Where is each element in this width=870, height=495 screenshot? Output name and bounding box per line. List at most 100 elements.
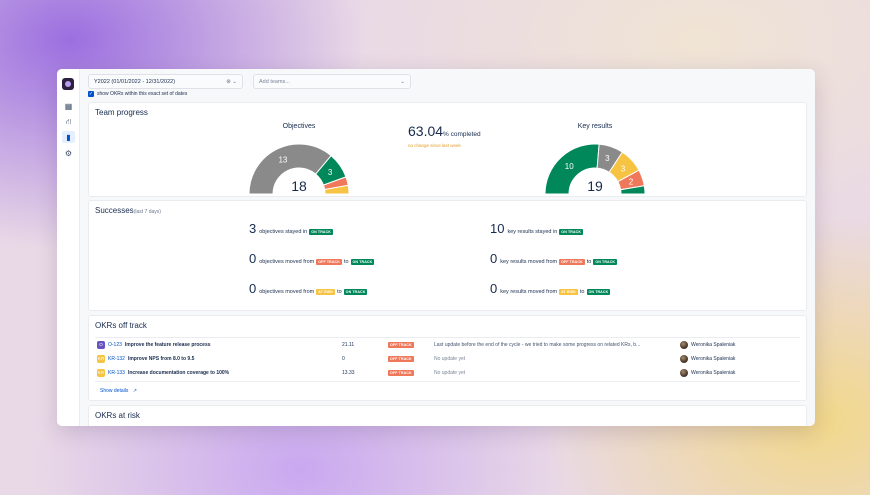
okr-key-link[interactable]: O-123 bbox=[108, 342, 122, 348]
okr-title[interactable]: Increase documentation coverage to 100% bbox=[127, 370, 230, 376]
sidebar-rail: ▦ ⛙ ▮ ⚙ bbox=[57, 69, 80, 426]
completion-percent: 63.04 bbox=[408, 123, 444, 139]
filter-bar: Y2022 (01/01/2022 - 12/31/2022) ⊗ ⌄ Add … bbox=[88, 74, 411, 90]
app-logo-icon[interactable] bbox=[62, 78, 74, 90]
table-row[interactable]: O O-123 Improve the feature release proc… bbox=[95, 338, 800, 352]
exact-dates-option[interactable]: ✓ show OKRs within this exact set of dat… bbox=[88, 91, 187, 97]
external-link-icon: ↗ bbox=[132, 388, 137, 394]
status-lozenge: AT RISK bbox=[559, 289, 578, 295]
okr-score: 0 bbox=[342, 356, 345, 362]
owner-name: Weronika Spaleniak bbox=[691, 370, 736, 376]
date-range-select[interactable]: Y2022 (01/01/2022 - 12/31/2022) ⊗ ⌄ bbox=[88, 74, 243, 89]
key-results-stat-text: key results moved from bbox=[500, 259, 558, 265]
status-lozenge: OFF TRACK bbox=[388, 355, 414, 362]
table-row[interactable]: KR KR-132 Improve NPS from 8.0 to 9.5 0 … bbox=[95, 352, 800, 366]
avatar bbox=[680, 341, 688, 349]
avatar bbox=[680, 355, 688, 363]
key-results-segment-label-1: 3 bbox=[605, 154, 610, 163]
okr-last-update: No update yet bbox=[434, 356, 466, 362]
show-details-link[interactable]: Show details ↗ bbox=[100, 388, 137, 394]
to-word: to bbox=[586, 259, 592, 265]
objectives-total: 18 bbox=[291, 178, 307, 194]
app-window: ▦ ⛙ ▮ ⚙ Y2022 (01/01/2022 - 12/31/2022) … bbox=[57, 69, 815, 426]
key-results-stat-1: 0 key results moved from OFF TRACK to ON TRA… bbox=[490, 251, 618, 266]
team-progress-title: Team progress bbox=[95, 108, 148, 117]
objectives-segment-label-0: 13 bbox=[278, 156, 287, 165]
objectives-stat-count: 3 bbox=[249, 221, 257, 236]
hierarchy-icon[interactable]: ⛙ bbox=[65, 117, 72, 126]
chart-icon[interactable]: ▮ bbox=[62, 131, 75, 143]
okrs-off-track-card: OKRs off track O O-123 Improve the featu… bbox=[88, 315, 807, 401]
key-results-segment-label-3: 2 bbox=[629, 178, 634, 187]
key-results-stat-0: 10 key results stayed in ON TRACK bbox=[490, 221, 584, 236]
team-progress-card: Team progress Objectives 13 3 18 63.04% co… bbox=[88, 102, 807, 197]
objectives-stat-count: 0 bbox=[249, 251, 257, 266]
status-lozenge: OFF TRACK bbox=[388, 341, 414, 348]
owner-name: Weronika Spaleniak bbox=[691, 342, 736, 348]
teams-select[interactable]: Add teams... ⌄ bbox=[253, 74, 411, 89]
okrs-off-track-title: OKRs off track bbox=[95, 321, 147, 330]
okr-owner: Weronika Spaleniak bbox=[680, 369, 735, 377]
okr-status: OFF TRACK bbox=[388, 369, 414, 376]
key-results-stat-2: 0 key results moved from AT RISK to ON TRACK bbox=[490, 281, 611, 296]
table-divider bbox=[95, 381, 800, 382]
successes-title: Successes(last 7 days) bbox=[95, 206, 161, 215]
objectives-gauge: 13 3 18 bbox=[248, 143, 350, 195]
key-result-icon: KR bbox=[97, 355, 105, 363]
okr-status: OFF TRACK bbox=[388, 355, 414, 362]
objectives-label: Objectives bbox=[282, 123, 316, 130]
okrs-at-risk-title: OKRs at risk bbox=[95, 411, 140, 420]
status-lozenge: ON TRACK bbox=[593, 259, 618, 265]
key-results-stat-text: key results stayed in bbox=[507, 229, 558, 235]
key-results-stat-text: key results moved from bbox=[500, 289, 558, 295]
status-lozenge: ON TRACK bbox=[309, 229, 333, 235]
status-lozenge: OFF TRACK bbox=[559, 259, 585, 265]
objectives-stat-text: objectives moved from bbox=[259, 289, 315, 295]
table-icon[interactable]: ▦ bbox=[64, 101, 73, 111]
to-word: to bbox=[343, 259, 349, 265]
to-word: to bbox=[579, 289, 585, 295]
status-lozenge: ON TRACK bbox=[586, 289, 611, 295]
key-results-segment-4 bbox=[620, 185, 646, 195]
key-result-icon: KR bbox=[97, 369, 105, 377]
gear-icon[interactable]: ⚙ bbox=[64, 148, 73, 158]
okrs-at-risk-card: OKRs at risk bbox=[88, 405, 807, 426]
key-results-stat-count: 0 bbox=[490, 281, 498, 296]
status-lozenge: OFF TRACK bbox=[388, 369, 414, 376]
avatar bbox=[680, 369, 688, 377]
change-note: no change since last week bbox=[408, 143, 461, 148]
key-results-stat-count: 10 bbox=[490, 221, 505, 236]
status-lozenge: ON TRACK bbox=[559, 229, 584, 235]
objectives-stat-text: objectives stayed in bbox=[259, 229, 308, 235]
owner-name: Weronika Spaleniak bbox=[691, 356, 736, 362]
exact-dates-checkbox[interactable]: ✓ bbox=[88, 91, 94, 97]
okr-score: 21.11 bbox=[342, 342, 355, 348]
okr-owner: Weronika Spaleniak bbox=[680, 341, 735, 349]
status-lozenge: ON TRACK bbox=[350, 259, 375, 265]
objective-icon: O bbox=[97, 341, 105, 349]
okr-last-update: Last update before the end of the cycle … bbox=[434, 342, 641, 348]
okr-key-link[interactable]: KR-133 bbox=[108, 370, 125, 376]
okr-status: OFF TRACK bbox=[388, 341, 414, 348]
show-details-label: Show details bbox=[100, 388, 129, 394]
clear-dropdown-icon[interactable]: ⊗ ⌄ bbox=[226, 78, 237, 85]
objectives-segment-label-1: 3 bbox=[328, 168, 333, 177]
key-results-segment-label-0: 10 bbox=[565, 162, 574, 171]
objectives-stat-2: 0 objectives moved from AT RISK to ON TRACK bbox=[249, 281, 368, 296]
key-results-label: Key results bbox=[577, 123, 613, 130]
to-word: to bbox=[337, 289, 342, 295]
okr-title[interactable]: Improve NPS from 8.0 to 9.5 bbox=[127, 356, 195, 362]
teams-placeholder: Add teams... bbox=[259, 78, 290, 85]
okr-title[interactable]: Improve the feature release process bbox=[124, 342, 211, 348]
objectives-stat-1: 0 objectives moved from OFF TRACK to ON TRAC… bbox=[249, 251, 375, 266]
okr-owner: Weronika Spaleniak bbox=[680, 355, 735, 363]
okr-key-link[interactable]: KR-132 bbox=[108, 356, 125, 362]
completion-suffix: % completed bbox=[443, 131, 481, 138]
table-row[interactable]: KR KR-133 Increase documentation coverag… bbox=[95, 366, 800, 380]
status-lozenge: ON TRACK bbox=[343, 289, 368, 295]
chevron-down-icon: ⌄ bbox=[400, 78, 405, 85]
exact-dates-label: show OKRs within this exact set of dates bbox=[97, 91, 188, 97]
okr-score: 13.33 bbox=[342, 370, 355, 376]
key-results-stat-count: 0 bbox=[490, 251, 498, 266]
